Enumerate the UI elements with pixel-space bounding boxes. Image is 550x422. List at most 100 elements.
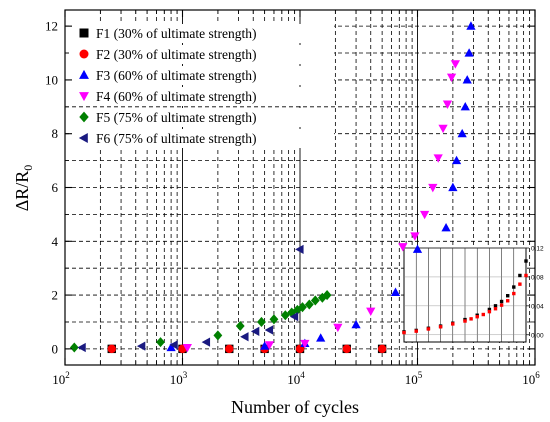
legend-label: F4 (60% of ultimate strength) bbox=[96, 89, 256, 104]
y-tick-label: 6 bbox=[52, 180, 59, 195]
legend-entry-background bbox=[72, 87, 334, 106]
legend-entry-background bbox=[72, 24, 334, 43]
inset-data-point bbox=[487, 307, 492, 312]
legend-entry-background bbox=[72, 66, 334, 85]
data-point bbox=[462, 75, 472, 84]
x-tick-exponent: 6 bbox=[535, 370, 540, 380]
data-point bbox=[69, 342, 79, 353]
data-point bbox=[250, 326, 260, 337]
data-point bbox=[166, 342, 176, 352]
data-point bbox=[366, 307, 376, 317]
data-point bbox=[201, 337, 211, 347]
inset-data-point bbox=[506, 294, 510, 298]
inset-data-point bbox=[524, 259, 528, 263]
y-tick-label: 8 bbox=[52, 126, 59, 141]
inset-data-point bbox=[524, 273, 528, 278]
x-axis-title: Number of cycles bbox=[231, 397, 359, 417]
legend: F1 (30% of ultimate strength) F2 (30% of … bbox=[72, 24, 334, 148]
data-point bbox=[420, 210, 430, 220]
inset-y-tick-label: 0.00 bbox=[531, 332, 544, 339]
inset-data-point bbox=[469, 317, 473, 321]
data-point bbox=[310, 295, 320, 306]
x-tick-base: 10 bbox=[52, 372, 65, 387]
legend-marker bbox=[79, 28, 89, 38]
data-point bbox=[280, 310, 290, 321]
data-points bbox=[69, 21, 476, 354]
data-point bbox=[398, 243, 408, 252]
inset-data-point bbox=[451, 322, 455, 326]
data-point bbox=[107, 344, 116, 354]
x-tick-base: 10 bbox=[405, 372, 418, 387]
y-axis-title-main: ΔR/R bbox=[12, 171, 32, 212]
inset-data-point bbox=[475, 314, 479, 319]
legend-marker bbox=[79, 49, 89, 59]
inset-data-point bbox=[499, 299, 504, 304]
x-tick-label: 102 bbox=[52, 370, 70, 387]
inset-data-point bbox=[493, 304, 498, 308]
series-4 bbox=[182, 60, 460, 353]
data-point bbox=[287, 307, 297, 318]
legend-marker bbox=[78, 133, 88, 143]
legend-entry-background bbox=[72, 129, 334, 148]
x-tick-label: 104 bbox=[287, 370, 305, 387]
data-point bbox=[390, 287, 401, 296]
legend-label: F5 (75% of ultimate strength) bbox=[96, 110, 256, 125]
data-point bbox=[460, 101, 470, 111]
data-point bbox=[433, 154, 443, 163]
data-point bbox=[410, 232, 420, 241]
y-tick-label: 10 bbox=[45, 72, 58, 87]
legend-entry-background bbox=[72, 108, 334, 127]
x-tick-label: 106 bbox=[522, 370, 540, 387]
inset-data-point bbox=[512, 291, 516, 296]
inset-data-point bbox=[481, 312, 485, 317]
data-point bbox=[289, 311, 299, 322]
data-point bbox=[442, 100, 453, 109]
inset-plot: 0.00 0.04 0.08 0.12 bbox=[402, 246, 544, 343]
y-tick-label: 12 bbox=[45, 19, 58, 34]
data-point bbox=[257, 316, 266, 328]
inset-data-point bbox=[463, 319, 467, 323]
x-tick-exponent: 5 bbox=[418, 370, 423, 380]
inset-data-point bbox=[512, 285, 516, 289]
inset-data-point bbox=[499, 303, 504, 307]
data-point bbox=[351, 319, 361, 329]
data-point bbox=[225, 344, 234, 354]
data-point bbox=[412, 244, 423, 253]
data-point bbox=[464, 48, 474, 57]
inset-y-tick-label: 0.08 bbox=[531, 274, 544, 281]
data-point bbox=[300, 339, 310, 349]
inset-data-point bbox=[518, 282, 522, 286]
data-point bbox=[264, 341, 275, 350]
legend-marker bbox=[79, 69, 89, 79]
inset-y-tick-label: 0.04 bbox=[531, 303, 544, 310]
y-tick-label: 2 bbox=[52, 288, 59, 303]
data-point bbox=[450, 60, 460, 69]
data-point bbox=[298, 302, 307, 313]
data-point bbox=[441, 223, 451, 232]
data-point bbox=[292, 304, 302, 315]
x-tick-base: 10 bbox=[522, 372, 535, 387]
legend-label: F2 (30% of ultimate strength) bbox=[96, 47, 256, 62]
legend-marker bbox=[79, 111, 89, 123]
legend-label: F6 (75% of ultimate strength) bbox=[96, 131, 256, 146]
legend-label: F1 (30% of ultimate strength) bbox=[96, 26, 256, 41]
inset-data-point bbox=[402, 330, 406, 335]
x-tick-exponent: 3 bbox=[183, 370, 188, 380]
inset-data-point bbox=[493, 307, 498, 311]
inset-data-point bbox=[426, 327, 431, 331]
x-tick-exponent: 4 bbox=[300, 370, 305, 380]
data-point bbox=[316, 333, 326, 342]
data-point bbox=[438, 124, 448, 134]
data-point bbox=[260, 341, 270, 350]
data-point bbox=[446, 73, 457, 83]
data-point bbox=[333, 323, 343, 333]
inset-data-point bbox=[438, 325, 443, 329]
inset-y-tick-label: 0.12 bbox=[531, 246, 544, 253]
data-point bbox=[182, 343, 192, 353]
data-point bbox=[466, 21, 476, 30]
legend-marker bbox=[79, 92, 89, 102]
y-axis-title-sub: 0 bbox=[21, 165, 35, 171]
data-point bbox=[342, 344, 351, 354]
